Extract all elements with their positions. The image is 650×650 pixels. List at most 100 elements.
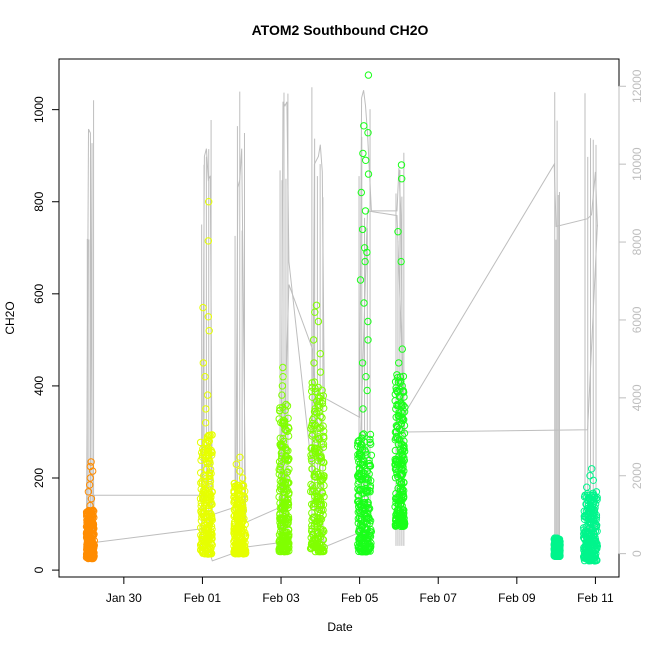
data-point [400,456,408,465]
outlier-point [199,303,207,312]
series-4 [550,465,601,565]
data-point [307,543,316,551]
data-point [319,443,328,451]
data-point [583,534,592,542]
data-point [589,515,597,524]
outlier-point [358,359,367,367]
y2-tick-label-3: 6000 [630,306,644,333]
data-point [234,526,242,534]
data-point [282,426,290,434]
data-point [282,536,290,545]
data-point [584,537,593,545]
data-point [237,548,245,556]
data-point [284,525,293,534]
x-tick-label-6: Feb 11 [577,591,614,605]
data-point [399,441,407,449]
data-point [394,388,402,396]
data-point [241,542,249,550]
outlier-point [363,386,371,395]
series-0 [82,458,99,563]
outlier-point [397,257,405,266]
data-point [590,491,598,499]
outlier-point [398,345,406,353]
outlier-point [364,170,373,178]
outlier-point [278,391,286,399]
data-point [395,393,404,401]
outlier-point [311,308,319,316]
data-point [584,555,592,564]
data-point [555,537,564,546]
data-point [308,539,316,547]
outlier-point [204,237,213,245]
data-point [586,524,594,532]
data-point [279,477,287,485]
data-point [310,421,318,430]
data-point [275,493,283,501]
outlier-point [362,156,370,165]
data-point [399,415,407,423]
data-point [205,451,213,459]
y-tick-label-5: 1000 [32,96,46,123]
outlier-point [316,350,324,358]
bottom-axis: Jan 30 Feb 01 Feb 03 Feb 05 Feb 07 Feb 09 Feb … [106,576,614,605]
outlier-point [205,327,213,335]
data-point [588,496,596,504]
data-point [391,460,400,469]
data-point [275,470,283,478]
data-point [199,487,208,495]
outlier-point [84,488,93,496]
data-point [357,485,365,493]
data-point [284,516,292,524]
data-point [280,498,288,507]
outlier-point [586,472,594,480]
data-point [593,541,601,549]
outlier-point [364,71,373,79]
data-point [397,494,406,502]
data-point [357,509,365,517]
data-point [319,536,328,544]
outlier-point [316,368,325,376]
data-point [356,543,364,551]
data-point [233,500,242,509]
data-point [360,536,368,545]
outlier-point [279,373,287,381]
data-point [320,543,328,552]
data-point [208,488,216,496]
data-point [236,514,245,522]
data-point [591,535,600,544]
outlier-point [205,198,213,206]
data-point [315,454,323,462]
data-point [231,492,239,500]
data-point [234,504,243,512]
data-point [319,526,327,534]
data-point [308,487,317,496]
data-point [283,478,292,487]
data-point [276,515,284,524]
outlier-point [314,317,323,326]
data-point [311,387,320,395]
data-point [355,465,364,473]
y2-tick-label-4: 8000 [630,228,644,255]
data-point [363,536,371,544]
data-point [196,438,205,447]
outlier-point [232,460,241,468]
data-point [87,535,96,544]
data-point [201,500,209,509]
x-tick-label-0: Jan 30 [106,591,142,605]
data-point [307,454,316,463]
data-point [202,465,211,473]
data-point [313,543,321,551]
data-point [586,501,595,509]
outlier-point [87,495,96,503]
data-point [205,518,214,526]
outlier-point [89,467,97,475]
data-point [241,539,249,547]
outlier-point [204,391,212,399]
x-axis-label: Date [327,620,353,634]
data-point [201,490,210,499]
right-axis: 0 2000 4000 6000 8000 10000 12000 [618,69,644,557]
data-point [281,455,290,463]
outlier-point [238,474,247,482]
y-axis-label: CH2O [3,301,17,334]
